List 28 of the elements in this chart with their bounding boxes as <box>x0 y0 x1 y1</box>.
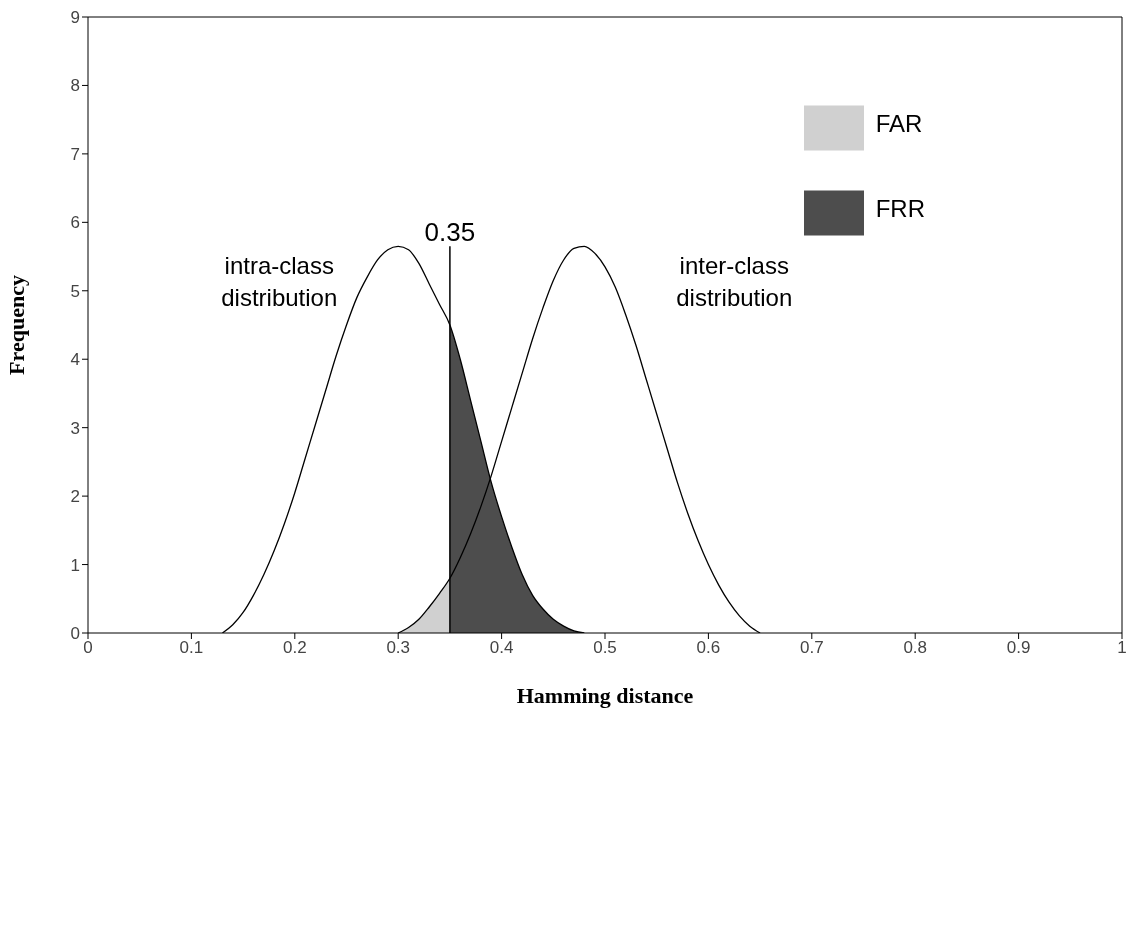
x-tick-label: 0.9 <box>1006 638 1031 658</box>
x-tick-label: 0 <box>83 638 93 658</box>
y-tick-label: 5 <box>70 281 80 301</box>
legend-label: FAR <box>875 110 923 137</box>
y-axis-title: Frequency <box>3 275 29 375</box>
x-tick-label: 0.1 <box>179 638 204 658</box>
y-tick-label: 3 <box>70 418 80 438</box>
y-tick-label: 1 <box>70 555 80 575</box>
x-tick-label: 0.4 <box>489 638 514 658</box>
y-tick-label: 0 <box>70 624 80 644</box>
annotation: intra-class distribution <box>221 251 338 311</box>
x-tick-label: 0.5 <box>593 638 617 658</box>
x-tick-label: 1 <box>1117 638 1127 658</box>
x-tick-label: 0.6 <box>696 638 721 658</box>
x-tick-label: 0.8 <box>903 638 928 658</box>
x-tick-label: 0.3 <box>386 638 411 658</box>
annotation: inter-class distribution <box>676 251 793 311</box>
y-tick-label: 7 <box>70 144 80 164</box>
x-tick-label: 0.7 <box>799 638 824 658</box>
y-tick-label: 6 <box>70 213 80 233</box>
y-tick-label: 9 <box>70 8 80 28</box>
y-tick-label: 4 <box>70 350 80 370</box>
ref-line-label: 0.35 <box>424 217 476 248</box>
legend-label: FRR <box>875 195 925 222</box>
x-tick-label: 0.2 <box>282 638 307 658</box>
y-tick-label: 2 <box>70 487 80 507</box>
x-axis-title: Hamming distance <box>516 683 694 708</box>
y-tick-label: 8 <box>70 76 80 96</box>
